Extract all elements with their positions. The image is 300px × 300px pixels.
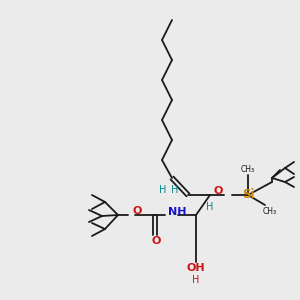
Text: OH: OH bbox=[187, 263, 205, 273]
Text: CH₃: CH₃ bbox=[263, 206, 277, 215]
Text: CH₃: CH₃ bbox=[241, 164, 255, 173]
Text: O: O bbox=[132, 206, 142, 216]
Text: O: O bbox=[213, 186, 223, 196]
Text: Si: Si bbox=[242, 188, 254, 202]
Text: NH: NH bbox=[168, 207, 186, 217]
Text: H: H bbox=[192, 275, 200, 285]
Text: O: O bbox=[151, 236, 161, 246]
Text: H: H bbox=[171, 185, 179, 195]
Text: H: H bbox=[159, 185, 167, 195]
Text: H: H bbox=[206, 202, 214, 212]
